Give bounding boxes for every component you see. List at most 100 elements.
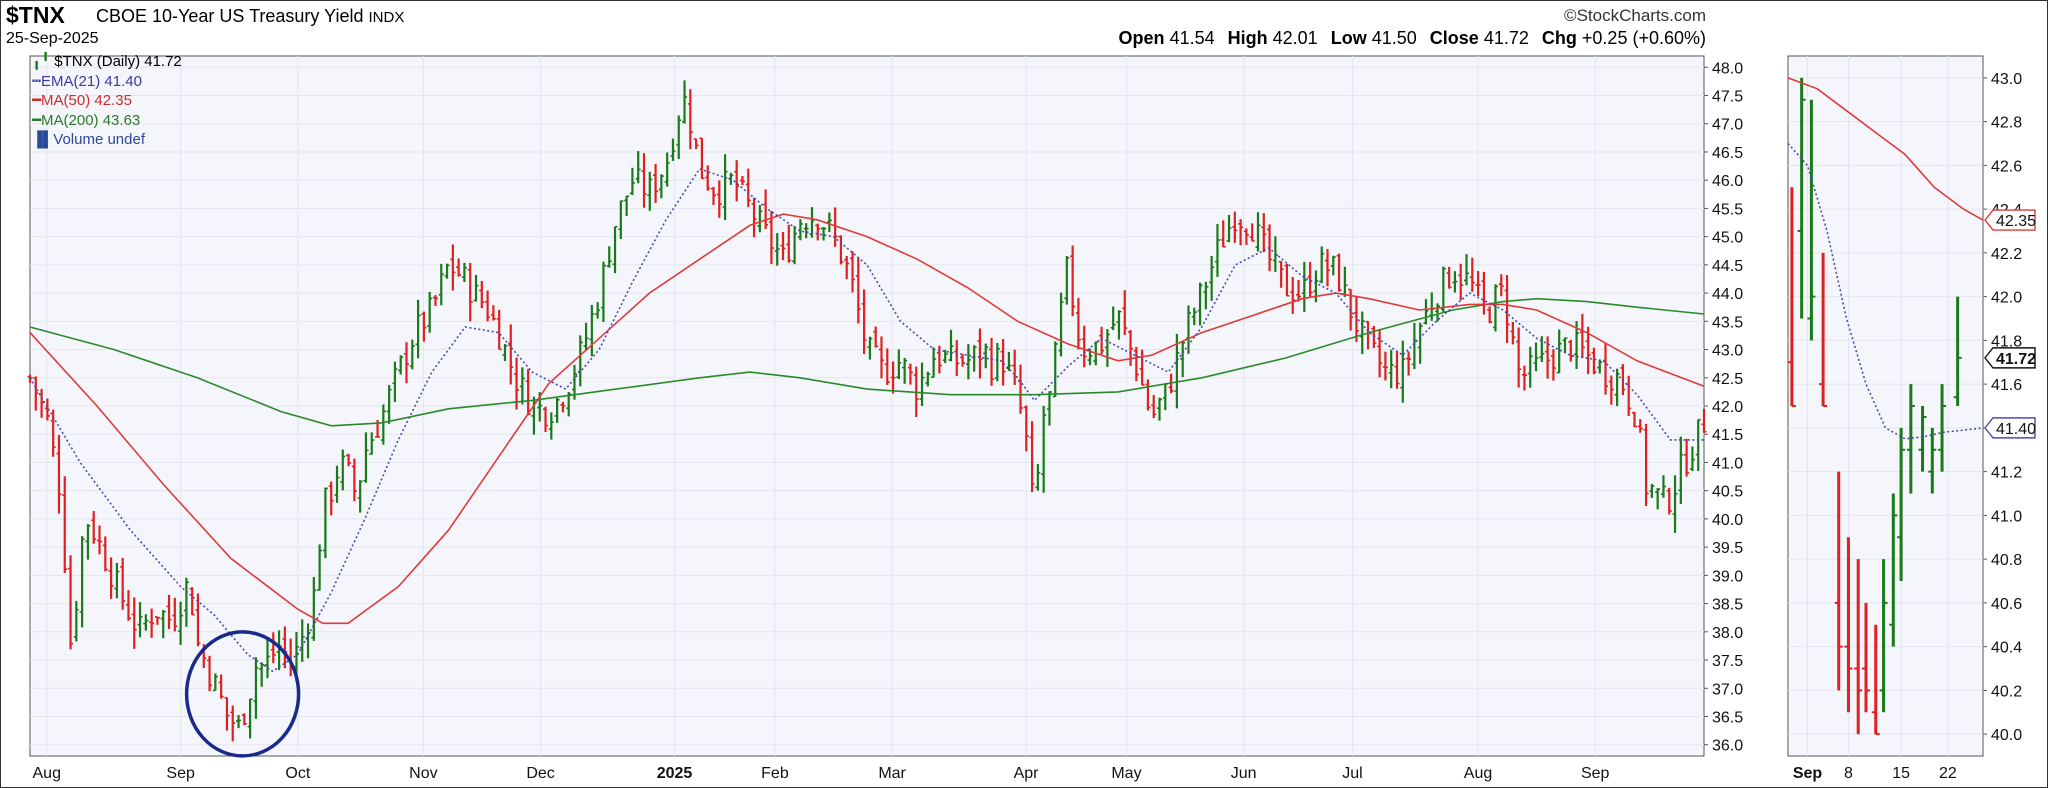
main-y-tick-label: 40.0: [1712, 512, 1743, 529]
main-y-tick-label: 37.5: [1712, 653, 1743, 670]
zoom-y-tick-label: 40.4: [1991, 640, 2022, 657]
main-y-tick-label: 39.5: [1712, 540, 1743, 557]
legend-price-text: $TNX (Daily) 41.72: [54, 53, 182, 70]
main-y-tick-label: 44.0: [1712, 286, 1743, 303]
zoom-y-tick-label: 42.0: [1991, 290, 2022, 307]
chart-date: 25-Sep-2025: [6, 30, 99, 47]
zoom-close-tag-box: [1984, 347, 2036, 369]
ema21-line: [29, 167, 1704, 673]
main-x-tick-label: 2025: [657, 765, 693, 782]
zoom-y-tick-label: 40.6: [1991, 596, 2022, 613]
zoom-y-tick-label: 40.0: [1991, 727, 2022, 744]
legend-volume-text: Volume undef: [53, 131, 146, 148]
main-x-tick-label: Feb: [761, 765, 789, 782]
high-label: High: [1227, 28, 1268, 48]
main-x-tick-label: Mar: [878, 765, 906, 782]
main-y-tick-label: 38.0: [1712, 625, 1743, 642]
zoom-ma50-tag-box: [1984, 209, 2036, 231]
main-x-tick-label: Jun: [1231, 765, 1257, 782]
main-y-tick-label: 41.5: [1712, 427, 1743, 444]
main-x-tick-label: Apr: [1014, 765, 1040, 782]
legend-ema21: ┅EMA(21) 41.40: [32, 72, 142, 90]
main-y-tick-label: 48.0: [1712, 60, 1743, 77]
open-value: 41.54: [1169, 28, 1215, 48]
exchange-label: INDX: [368, 9, 405, 26]
open-label: Open: [1118, 28, 1165, 48]
main-x-tick-label: Oct: [285, 765, 310, 782]
zoom-ma50-line: [1787, 77, 1984, 221]
close-value: 41.72: [1483, 28, 1529, 48]
zoom-ma50-tag-text: 42.35: [1996, 213, 2036, 230]
main-y-tick-label: 41.0: [1712, 455, 1743, 472]
zoom-ema21-tag-box: [1984, 417, 2036, 439]
main-y-tick-label: 42.0: [1712, 399, 1743, 416]
zoom-y-tick-label: 41.8: [1991, 333, 2022, 350]
main-y-tick-label: 45.5: [1712, 201, 1743, 218]
main-x-tick-label: Dec: [526, 765, 554, 782]
zoom-y-tick-label: 42.6: [1991, 158, 2022, 175]
main-y-tick-label: 39.0: [1712, 568, 1743, 585]
zoom-y-tick-label: 42.8: [1991, 115, 2022, 132]
main-x-tick-label: Jul: [1342, 765, 1362, 782]
main-y-tick-label: 46.0: [1712, 173, 1743, 190]
main-y-tick-label: 47.0: [1712, 117, 1743, 134]
main-y-tick-label: 46.5: [1712, 145, 1743, 162]
zoom-x-tick-label: 15: [1892, 765, 1910, 782]
zoom-y-tick-label: 41.6: [1991, 377, 2022, 394]
main-y-tick-label: 43.0: [1712, 343, 1743, 360]
main-y-tick-label: 42.5: [1712, 371, 1743, 388]
zoom-y-tick-label: 40.8: [1991, 552, 2022, 569]
main-y-tick-label: 47.5: [1712, 89, 1743, 106]
close-label: Close: [1429, 28, 1479, 48]
legend-volume: ▐▌Volume undef: [32, 130, 182, 150]
main-x-tick-label: May: [1111, 765, 1141, 782]
ma200-line: [29, 297, 1705, 427]
legend-ma200: ━MA(200) 43.63: [32, 111, 141, 129]
zoom-x-tick-label: 8: [1844, 765, 1853, 782]
legend-ma50: ━MA(50) 42.35: [32, 92, 132, 109]
main-y-tick-label: 40.5: [1712, 484, 1743, 501]
indicator-legend: ╻╹ $TNX (Daily) 41.72 ┅EMA(21) 41.40 ━MA…: [32, 52, 182, 150]
high-value: 42.01: [1272, 28, 1318, 48]
main-x-tick-label: Aug: [1464, 765, 1492, 782]
zoom-y-tick-label: 41.0: [1991, 508, 2022, 525]
low-value: 41.50: [1371, 28, 1417, 48]
bar-icon: ╻╹: [32, 53, 51, 70]
main-x-tick-label: Nov: [409, 765, 437, 782]
main-y-tick-label: 43.5: [1712, 314, 1743, 331]
volume-icon: ▐▌: [32, 131, 54, 148]
main-y-tick-label: 38.5: [1712, 597, 1743, 614]
zoom-x-tick-label: Sep: [1793, 765, 1823, 782]
ohlc-readout: Open 41.54 High 42.01 Low 41.50 Close 41…: [1119, 28, 1706, 49]
security-name-text: CBOE 10-Year US Treasury Yield: [96, 6, 364, 26]
security-name: CBOE 10-Year US Treasury Yield INDX: [96, 6, 404, 27]
legend-ema21-text: EMA(21) 41.40: [41, 72, 142, 90]
chg-value: +0.25 (+0.60%): [1581, 28, 1706, 48]
main-y-tick-label: 37.0: [1712, 681, 1743, 698]
zoom-y-tick-label: 42.2: [1991, 246, 2022, 263]
main-y-tick-label: 36.0: [1712, 738, 1743, 755]
main-y-tick-label: 44.5: [1712, 258, 1743, 275]
main-y-tick-label: 45.0: [1712, 230, 1743, 247]
symbol-title: $TNX: [6, 2, 65, 28]
zoom-x-tick-label: 22: [1939, 765, 1957, 782]
zoom-plot-area: [1787, 55, 1984, 757]
legend-ma50-text: MA(50) 42.35: [41, 92, 132, 109]
zoom-y-tick-label: 43.0: [1991, 71, 2022, 88]
chg-label: Chg: [1541, 28, 1577, 48]
low-label: Low: [1330, 28, 1367, 48]
highlight-circle: [184, 630, 301, 758]
zoom-close-tag-text: 41.72: [1996, 351, 2036, 368]
ma50-line: [29, 213, 1705, 625]
zoom-ema21-tag-text: 41.40: [1996, 421, 2036, 438]
main-y-tick-label: 36.5: [1712, 709, 1743, 726]
zoom-y-tick-label: 41.2: [1991, 465, 2022, 482]
main-x-tick-label: Sep: [166, 765, 195, 782]
main-x-tick-label: Aug: [33, 765, 61, 782]
legend-ma200-text: MA(200) 43.63: [41, 111, 141, 129]
zoom-price-bars: [1787, 77, 1962, 736]
brand-watermark: ©StockCharts.com: [1564, 6, 1706, 25]
legend-price: ╻╹ $TNX (Daily) 41.72: [32, 52, 182, 72]
zoom-y-tick-label: 40.2: [1991, 683, 2022, 700]
